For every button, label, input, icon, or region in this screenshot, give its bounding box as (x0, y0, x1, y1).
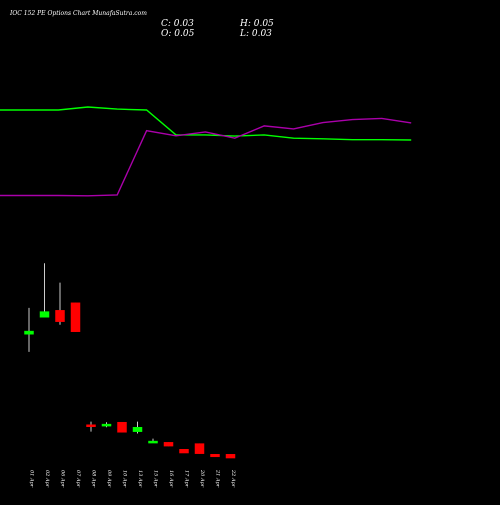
x-tick-label: 15 Apr (153, 470, 159, 488)
candle (39, 263, 50, 318)
x-tick-label: 07 Apr (75, 470, 81, 488)
candle (225, 454, 236, 459)
candle-body (179, 449, 189, 454)
candle-body (39, 311, 50, 318)
chart-title: IOC 152 PE Options Chart MunafaSutra.com (9, 10, 147, 17)
purple-line-series (0, 117, 412, 197)
x-tick-label: 13 Apr (137, 470, 143, 488)
x-axis-ticks: 01 Apr 02 Apr 06 Apr 07 Apr 08 Apr 09 Apr 10 A… (29, 469, 237, 488)
candle (148, 438, 158, 444)
candle (194, 443, 205, 454)
x-tick-label: 06 Apr (60, 470, 66, 488)
x-tick-label: 20 Apr (199, 469, 205, 488)
candle (24, 307, 34, 352)
candle (101, 422, 112, 428)
candle-body (86, 424, 96, 427)
close-readout: C: 0.03 (161, 19, 194, 29)
candle-body (225, 454, 236, 459)
candle-body (132, 427, 143, 432)
x-tick-label: 10 Apr (122, 470, 128, 488)
candlesticks (24, 263, 236, 459)
green-line-series (0, 106, 412, 141)
x-tick-label: 01 Apr (29, 470, 35, 488)
candle-body (148, 440, 158, 444)
x-tick-label: 09 Apr (106, 470, 112, 488)
x-tick-label: 21 Apr (215, 469, 221, 488)
candle-body (117, 421, 127, 433)
low-readout: L: 0.03 (239, 29, 272, 39)
candle-body (101, 423, 112, 427)
candle-body (70, 302, 81, 332)
candle (117, 421, 127, 433)
x-tick-label: 16 Apr (168, 470, 174, 488)
candle-body (194, 443, 205, 454)
x-tick-label: 08 Apr (91, 470, 97, 488)
open-readout: O: 0.05 (161, 29, 195, 39)
x-tick-label: 02 Apr (44, 470, 50, 488)
x-tick-label: 17 Apr (184, 470, 190, 488)
candle (70, 302, 81, 332)
candle-body (210, 454, 220, 458)
candle (179, 449, 189, 454)
candle (132, 421, 143, 434)
moving-average-lines (0, 106, 412, 197)
candle (55, 282, 65, 325)
candle (210, 454, 220, 458)
candle-body (163, 442, 174, 447)
x-tick-label: 22 Apr (230, 469, 236, 488)
high-readout: H: 0.05 (239, 19, 274, 29)
candle-body (55, 310, 65, 322)
candle-body (24, 330, 34, 335)
candle (86, 421, 96, 432)
candle (163, 442, 174, 447)
